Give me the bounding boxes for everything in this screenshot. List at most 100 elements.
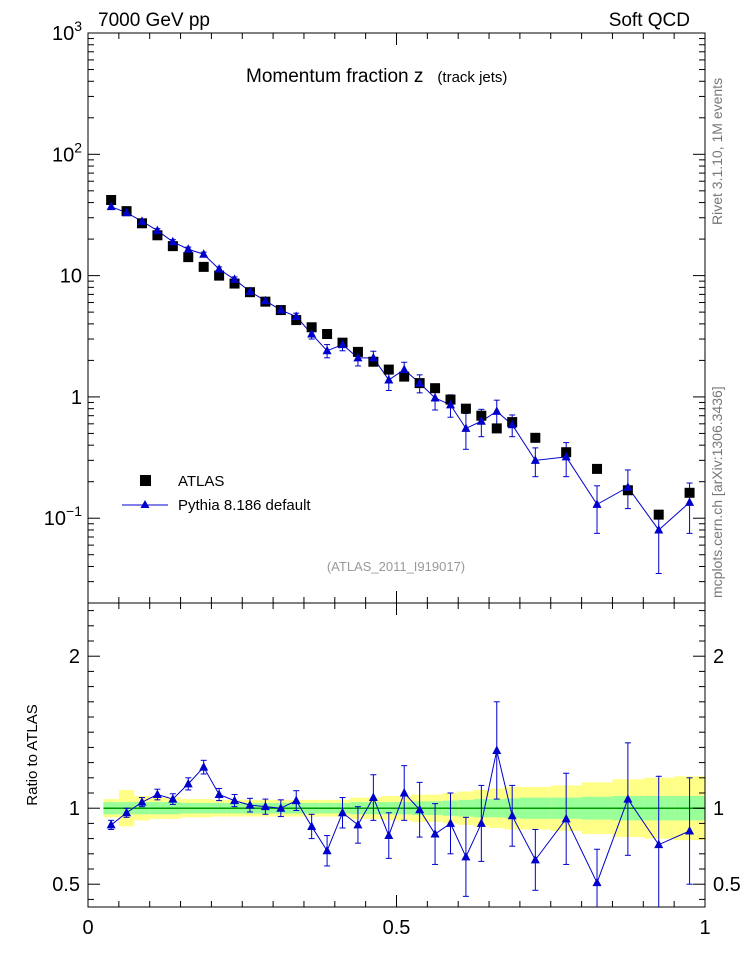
atlas-point [352, 346, 363, 357]
y-tick-label-base: 10 [60, 266, 82, 288]
y-tick-label-ratio-right: 2 [713, 646, 724, 668]
ratio-plot-data [106, 701, 695, 907]
ratio-point [214, 789, 224, 799]
atlas-point [460, 403, 471, 414]
atlas-point [530, 432, 541, 443]
atlas-point [229, 278, 240, 289]
ratio-point [276, 803, 286, 812]
atlas-point [399, 371, 410, 382]
legend-label-pythia: Pythia 8.186 default [178, 497, 311, 514]
atlas-point [653, 509, 664, 520]
atlas-point [592, 463, 603, 474]
ratio-point [654, 839, 664, 849]
ratio-frame-border [87, 602, 706, 908]
main-frame-border [87, 32, 706, 604]
pythia-point [530, 455, 540, 464]
pythia-point [260, 295, 270, 305]
pythia-point [276, 305, 286, 314]
ratio-point [592, 877, 602, 887]
pythia-point [214, 264, 224, 273]
x-tick-label: 0.5 [383, 917, 411, 939]
ratio-point [623, 794, 633, 803]
atlas-point [198, 261, 209, 272]
atlas-point [322, 329, 333, 340]
pythia-point [183, 244, 193, 253]
pythia-point [384, 374, 394, 384]
y-tick-label-exponent: 2 [74, 139, 82, 155]
pythia-point [199, 249, 209, 258]
ratio-point [245, 800, 255, 809]
ratio-point [685, 826, 695, 835]
pythia-point [152, 225, 162, 235]
header-right: Soft QCD [609, 10, 690, 31]
ratio-point [430, 829, 440, 838]
ratio-point [168, 794, 178, 803]
watermark: (ATLAS_2011_I919017) [327, 559, 465, 574]
pythia-point [399, 364, 409, 374]
y-tick-label-base: 10 [44, 508, 66, 530]
pythia-point [592, 499, 602, 508]
pythia-point [307, 329, 317, 338]
ratio-point [530, 854, 540, 864]
ratio-point [476, 818, 486, 827]
ratio-point [368, 792, 378, 802]
atlas-point [306, 322, 317, 333]
side-text-rivet: Rivet 3.1.10, 1M events [709, 78, 725, 225]
ratio-point [137, 797, 147, 806]
pythia-point [415, 378, 425, 387]
pythia-point [430, 392, 440, 402]
pythia-point [461, 423, 471, 432]
y-tick-label-exponent: −1 [66, 503, 82, 519]
ratio-point [122, 807, 132, 817]
y-tick-label-exponent: 3 [74, 18, 82, 34]
pythia-point [338, 339, 348, 349]
y-tick-label-base: 10 [52, 144, 74, 166]
pythia-point [122, 207, 132, 217]
ratio-point [291, 795, 301, 805]
chart-title: Momentum fraction z (track jets) [246, 66, 507, 87]
ratio-point [152, 789, 162, 799]
pythia-point [445, 399, 455, 409]
ratio-point [399, 788, 409, 797]
main-plot-frame [87, 32, 706, 604]
atlas-point [476, 410, 487, 421]
ratio-point [507, 810, 517, 820]
y-tick-label-main: 102 [52, 139, 82, 166]
y-tick-label-main: 103 [52, 18, 82, 45]
ratio-point [322, 845, 332, 855]
atlas-point [167, 241, 178, 252]
y-tick-label-ratio-right: 0.5 [713, 874, 741, 896]
main-plot-data [106, 195, 695, 575]
atlas-point [684, 487, 695, 498]
pythia-point [476, 416, 486, 425]
ratio-point [492, 745, 502, 754]
ratio-plot-frame [87, 602, 706, 908]
atlas-point [368, 356, 379, 367]
ratio-point [353, 819, 363, 829]
pythia-point [106, 201, 116, 211]
legend-label-atlas: ATLAS [178, 473, 224, 490]
atlas-point [430, 383, 441, 394]
ratio-point [561, 813, 571, 823]
pythia-point [507, 419, 517, 429]
legend-marker-atlas [140, 475, 151, 486]
pythia-point [230, 274, 240, 283]
atlas-point [214, 270, 225, 281]
x-tick-label: 0 [82, 917, 93, 939]
ratio-point [461, 851, 471, 861]
ratio-ylabel: Ratio to ATLAS [24, 704, 41, 805]
ratio-point [230, 795, 240, 805]
pythia-point [137, 216, 147, 225]
atlas-point [106, 195, 117, 206]
pythia-point [654, 524, 664, 534]
ratio-point [307, 821, 317, 830]
ratio-point [183, 778, 193, 788]
x-tick-label: 1 [699, 917, 710, 939]
pythia-point [245, 286, 255, 295]
pythia-point [492, 406, 502, 415]
y-tick-label-base: 1 [71, 387, 82, 409]
legend-marker-pythia [140, 500, 150, 508]
chart-title-main: Momentum fraction z [246, 66, 423, 87]
